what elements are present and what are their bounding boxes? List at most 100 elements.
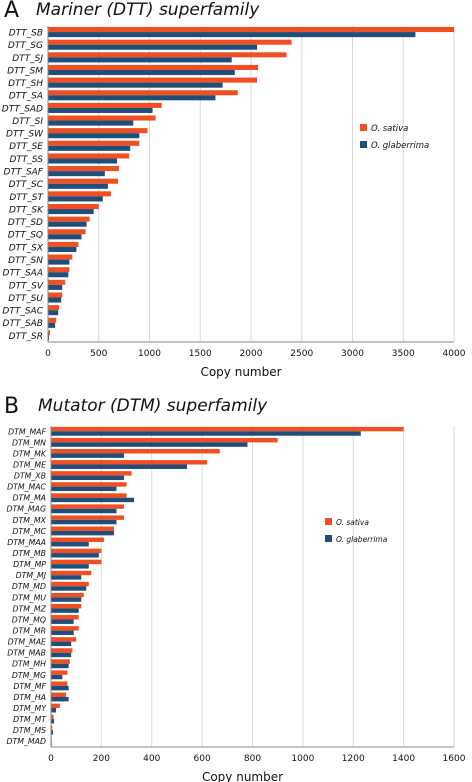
category-label: DTM_MJ xyxy=(16,571,47,580)
bar-glaberrima xyxy=(48,82,223,88)
bar-glaberrima xyxy=(51,553,99,558)
bar-sativa xyxy=(51,515,125,520)
bar-glaberrima xyxy=(51,586,87,591)
x-tick-label: 800 xyxy=(244,754,261,764)
x-tick-label: 200 xyxy=(93,754,110,764)
bar-sativa xyxy=(51,581,89,587)
bar-sativa xyxy=(48,330,51,336)
category-label: DTM_MS xyxy=(13,726,46,735)
bar-glaberrima xyxy=(48,221,87,227)
bar-sativa xyxy=(51,592,84,598)
bar-sativa xyxy=(48,77,258,83)
bar-sativa xyxy=(51,626,79,631)
bar-sativa xyxy=(48,279,66,285)
bar-sativa xyxy=(51,714,54,720)
bar-glaberrima xyxy=(51,497,135,503)
bar-glaberrima xyxy=(51,431,361,436)
bar-sativa xyxy=(48,128,148,134)
category-label: DTM_MAE xyxy=(8,638,46,647)
bar-glaberrima xyxy=(48,246,77,253)
bar-sativa xyxy=(48,90,238,96)
bar-glaberrima xyxy=(48,335,50,341)
bar-sativa xyxy=(51,725,53,731)
legend-swatch xyxy=(325,518,332,525)
category-label: DTM_MN xyxy=(12,438,46,447)
bar-glaberrima xyxy=(48,95,216,101)
bar-sativa xyxy=(48,178,119,184)
category-label: DTT_SH xyxy=(8,79,43,89)
legend-swatch xyxy=(325,535,332,542)
bar-glaberrima xyxy=(51,619,74,624)
bar-glaberrima xyxy=(51,575,82,580)
category-label: DTT_SM xyxy=(7,66,43,76)
bar-sativa xyxy=(48,191,111,197)
bar-sativa xyxy=(51,437,278,443)
bar-sativa xyxy=(51,460,208,465)
category-label: DTM_MG xyxy=(12,671,46,680)
bar-glaberrima xyxy=(48,133,140,139)
bar-glaberrima xyxy=(48,284,63,290)
bar-sativa xyxy=(48,254,73,260)
category-label: DTT_SK xyxy=(9,205,44,215)
bar-glaberrima xyxy=(51,608,79,613)
bar-glaberrima xyxy=(51,719,55,724)
category-label: DTM_MH xyxy=(12,660,46,669)
bar-glaberrima xyxy=(51,663,69,669)
bar-glaberrima xyxy=(51,486,117,492)
category-label: DTT_SX xyxy=(9,243,44,253)
bar-sativa xyxy=(51,648,73,653)
legend-label: O. sativa xyxy=(336,518,369,527)
category-label: DTM_MA xyxy=(13,494,46,503)
category-label: DTM_MX xyxy=(13,516,47,525)
category-label: DTM_MAD xyxy=(7,737,46,746)
category-label: DTM_MP xyxy=(13,560,46,569)
x-tick-label: 1200 xyxy=(342,754,365,764)
category-label: DTT_SW xyxy=(6,130,44,140)
bar-glaberrima xyxy=(51,530,114,536)
bar-sativa xyxy=(51,659,70,664)
x-tick-label: 0 xyxy=(48,754,54,764)
bar-sativa xyxy=(48,292,63,298)
category-label: DTT_SQ xyxy=(8,231,43,241)
bar-glaberrima xyxy=(48,120,134,126)
bar-glaberrima xyxy=(51,464,188,469)
bar-sativa xyxy=(51,526,114,531)
category-label: DTM_MC xyxy=(12,527,46,536)
bar-sativa xyxy=(48,203,99,210)
bar-glaberrima xyxy=(51,475,125,481)
category-label: DTM_MZ xyxy=(13,604,47,613)
x-tick-label: 3000 xyxy=(341,349,364,359)
category-label: DTM_MB xyxy=(13,549,46,558)
category-label: DTT_SR xyxy=(9,332,43,342)
bar-glaberrima xyxy=(51,542,89,547)
panel-a: A Mariner (DTT) superfamily 0 500 1000 1500… xyxy=(0,0,472,390)
category-label: DTT_SAB xyxy=(3,319,43,329)
bar-glaberrima xyxy=(48,158,118,164)
category-label: DTT_SS xyxy=(9,155,43,165)
bar-sativa xyxy=(51,559,102,565)
category-label: DTM_MR xyxy=(12,627,46,636)
x-tick-label: 1500 xyxy=(189,349,212,359)
x-tick-label: 1400 xyxy=(392,754,415,764)
x-tick-label: 0 xyxy=(45,349,51,359)
x-tick-label: 600 xyxy=(194,754,211,764)
category-label: DTM_MAB xyxy=(7,649,46,658)
category-label: DTT_SJ xyxy=(12,54,43,64)
bar-glaberrima xyxy=(51,630,74,635)
category-label: DTM_MAG xyxy=(7,505,47,514)
bar-sativa xyxy=(48,216,90,222)
bar-sativa xyxy=(48,166,120,172)
bar-sativa xyxy=(51,603,82,609)
bar-sativa xyxy=(51,615,79,620)
bar-sativa xyxy=(48,52,287,58)
category-label: DTT_SU xyxy=(8,294,43,304)
category-label: DTT_SAF xyxy=(4,168,44,178)
category-label: DTT_SAA xyxy=(3,269,43,279)
bar-sativa xyxy=(48,115,156,121)
bar-glaberrima xyxy=(51,730,54,735)
bar-glaberrima xyxy=(48,322,56,328)
bar-sativa xyxy=(51,471,132,476)
category-label: DTM_MAC xyxy=(7,483,46,492)
x-tick-label: 1000 xyxy=(291,754,314,764)
bar-sativa xyxy=(51,670,68,675)
